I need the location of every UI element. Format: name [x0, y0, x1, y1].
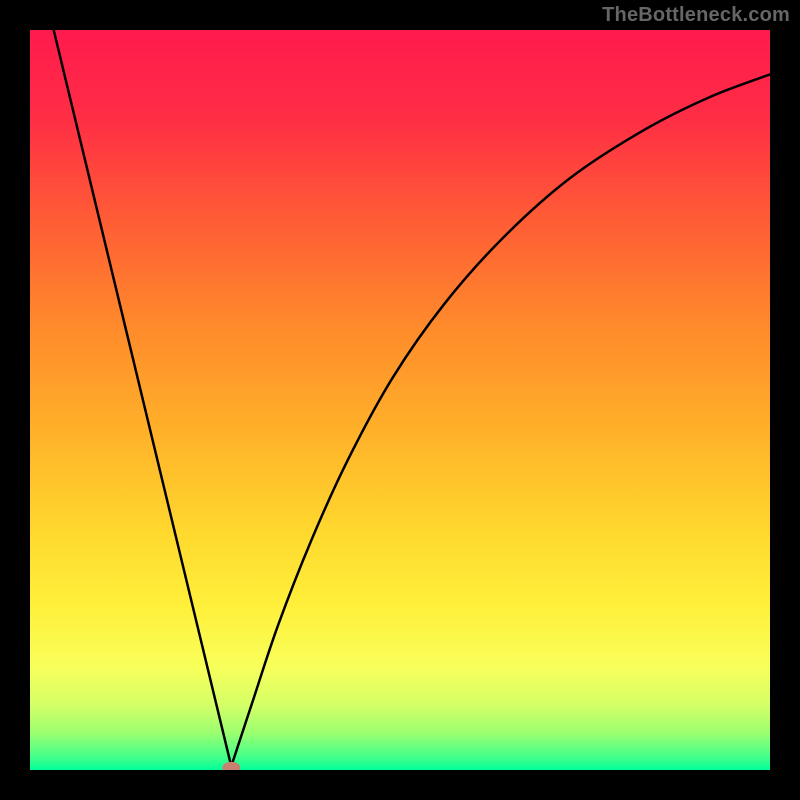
chart-background [30, 30, 770, 770]
chart-frame: TheBottleneck.com [0, 0, 800, 800]
bottleneck-chart [30, 30, 770, 770]
watermark-label: TheBottleneck.com [602, 4, 790, 27]
